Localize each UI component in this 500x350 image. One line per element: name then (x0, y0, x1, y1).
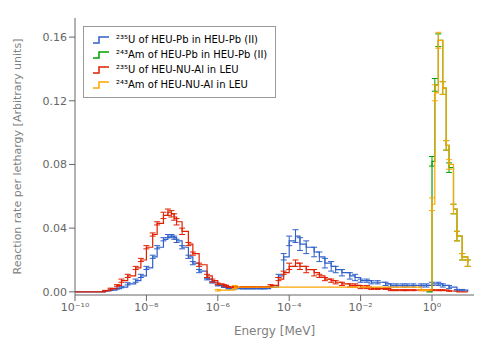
svg-text:10⁰: 10⁰ (423, 301, 442, 314)
svg-text:10⁻⁶: 10⁻⁶ (206, 301, 231, 314)
html-text:²⁴³Am of HEU-Pb in HEU-Pb (II): ²⁴³Am of HEU-Pb in HEU-Pb (II) (116, 49, 268, 60)
svg-text:0.16: 0.16 (43, 31, 68, 44)
svg-text:0.00: 0.00 (43, 286, 68, 299)
svg-text:0.04: 0.04 (43, 222, 68, 235)
svg-text:10⁻¹⁰: 10⁻¹⁰ (61, 301, 90, 314)
html-text:²³⁵U of HEU-Pb in HEU-Pb (II): ²³⁵U of HEU-Pb in HEU-Pb (II) (116, 34, 258, 45)
svg-text:0.08: 0.08 (43, 158, 68, 171)
html-text:²⁴³Am of HEU-NU-Al in LEU: ²⁴³Am of HEU-NU-Al in LEU (116, 79, 248, 90)
svg-text:Energy [MeV]: Energy [MeV] (234, 324, 315, 338)
svg-text:10⁻⁸: 10⁻⁸ (134, 301, 159, 314)
html-text:²³⁵U of HEU-NU-Al in LEU: ²³⁵U of HEU-NU-Al in LEU (116, 64, 239, 75)
svg-text:Reaction rate per lethargy [Ar: Reaction rate per lethargy [Arbitrary un… (11, 39, 24, 275)
svg-text:10⁻⁴: 10⁻⁴ (277, 301, 302, 314)
svg-text:0.12: 0.12 (43, 95, 68, 108)
svg-text:10⁻²: 10⁻² (349, 301, 373, 314)
